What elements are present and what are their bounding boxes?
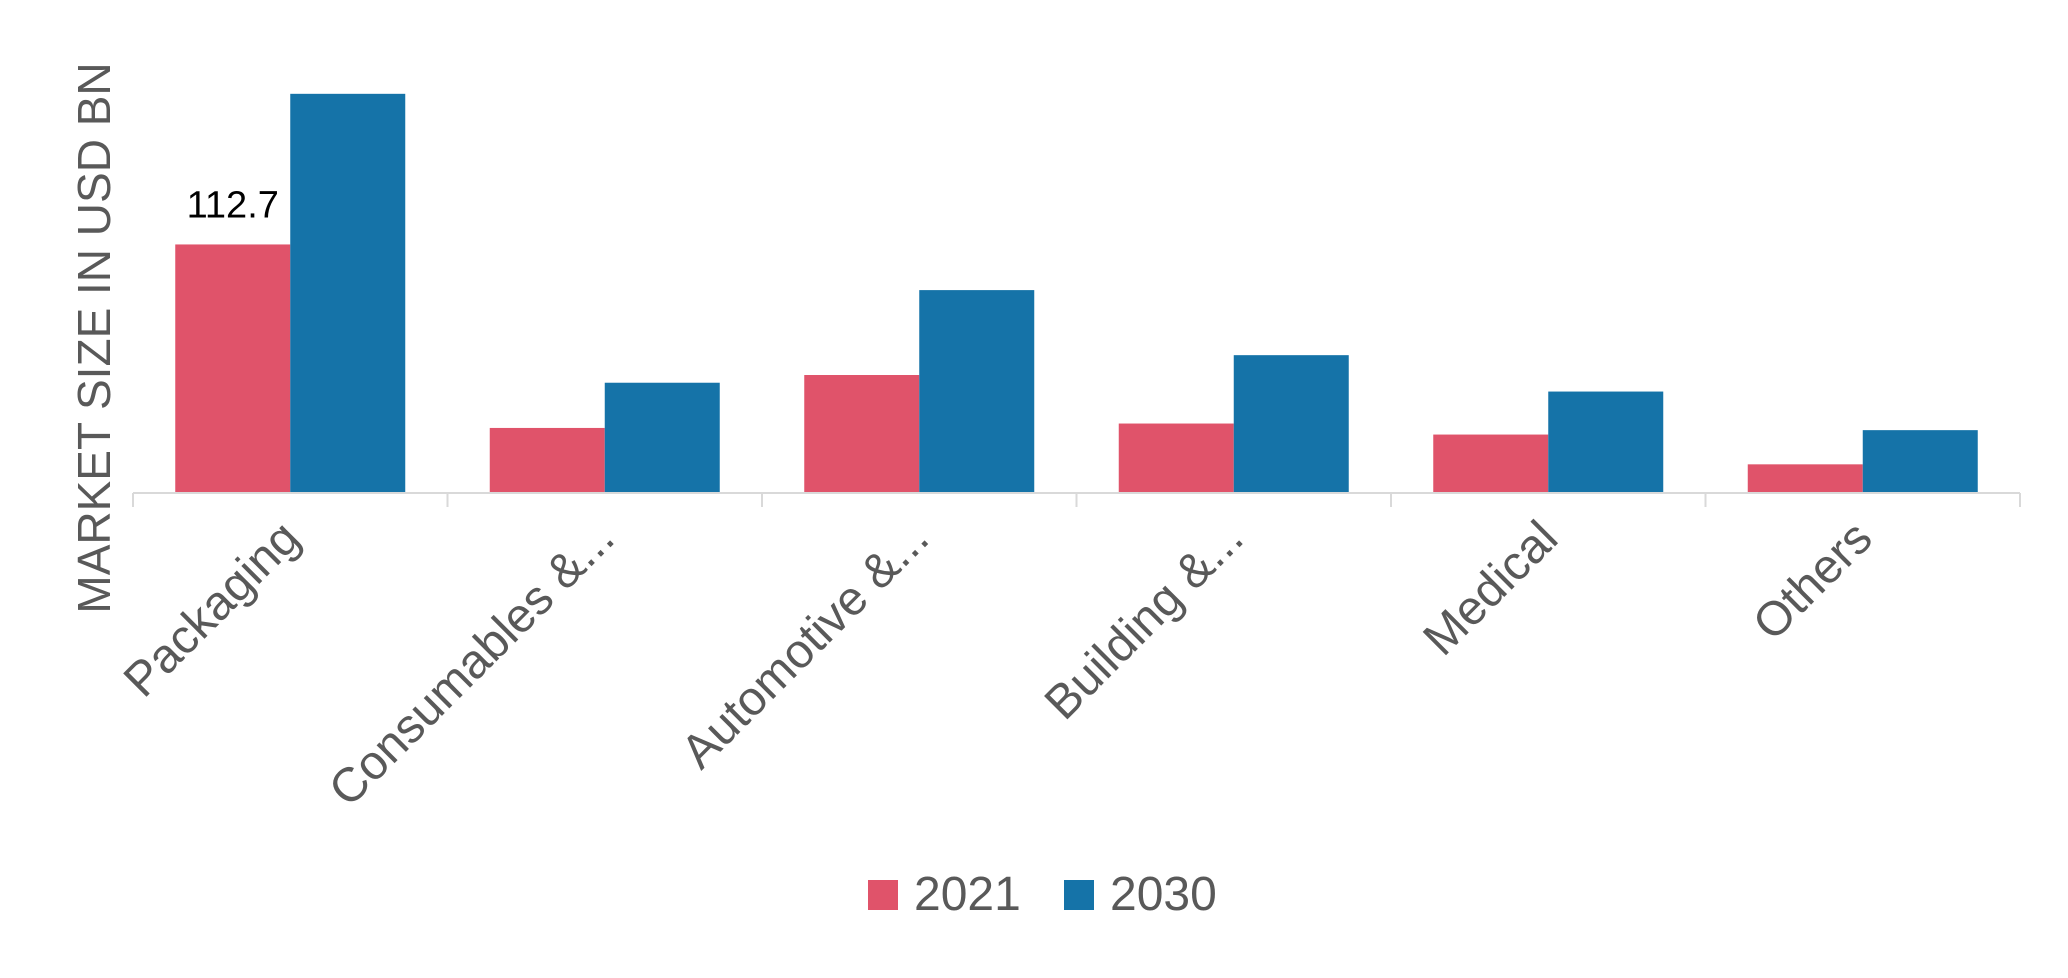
- bar-2030-automotive: [919, 290, 1035, 493]
- x-tick-label: Medical: [1414, 511, 1568, 665]
- data-label: 112.7: [187, 184, 279, 226]
- x-tick-label: Automotive &...: [671, 511, 939, 779]
- legend-swatch-2021: [868, 880, 898, 910]
- bar-2021-packaging: [175, 244, 291, 493]
- x-tick-label: Others: [1743, 511, 1882, 650]
- legend-label: 2021: [914, 868, 1021, 921]
- legend-swatch-2030: [1064, 880, 1094, 910]
- bar-2030-building: [1233, 355, 1349, 493]
- x-tick-label: Packaging: [114, 511, 310, 707]
- bar-2030-medical: [1548, 391, 1664, 493]
- bar-2030-others: [1862, 430, 1978, 493]
- bar-2021-others: [1747, 464, 1863, 493]
- bar-2030-consumables: [604, 382, 720, 493]
- bar-2030-packaging: [290, 93, 406, 493]
- bar-2021-building: [1118, 423, 1234, 493]
- x-tick-label: Consumables &...: [319, 511, 624, 816]
- bar-2021-consumables: [489, 427, 605, 493]
- legend-label: 2030: [1110, 868, 1217, 921]
- bar-2021-automotive: [804, 375, 920, 493]
- x-tick-label: Building &...: [1035, 511, 1254, 730]
- bar-2021-medical: [1433, 434, 1549, 493]
- y-axis-title: MARKET SIZE IN USD BN: [68, 62, 120, 613]
